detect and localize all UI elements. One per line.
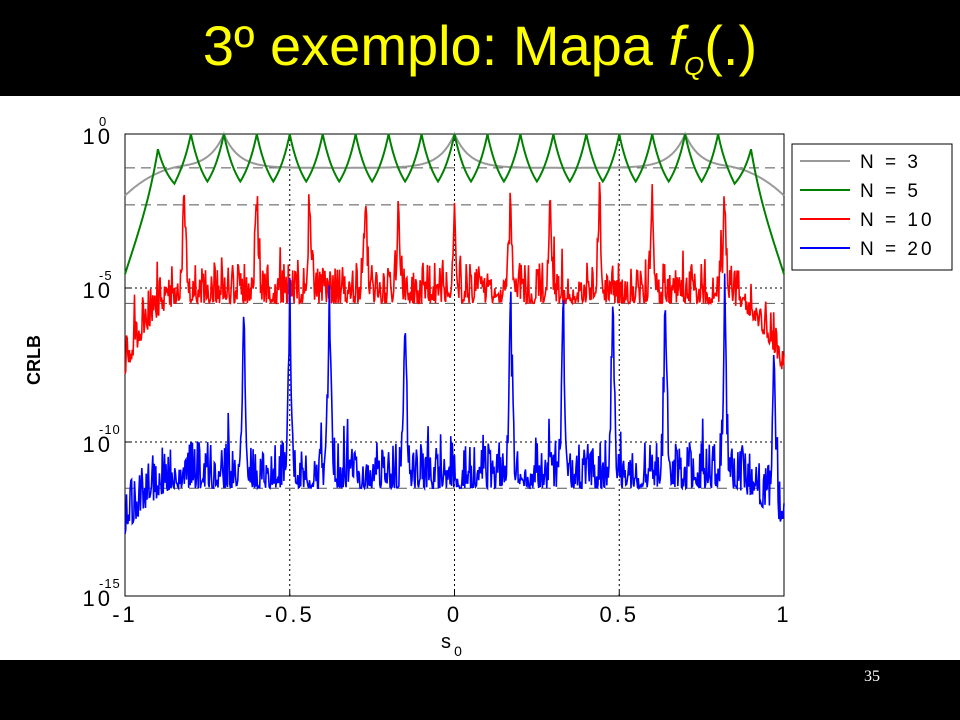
y-tick-label-power: 0 [99, 114, 107, 129]
y-tick-label-power: -10 [99, 422, 121, 437]
legend-label: N = 20 [860, 239, 935, 260]
y-tick-label-base: 10 [83, 586, 113, 611]
x-tick-label: 0.5 [599, 602, 639, 627]
slide-title: 3º exemplo: Mapa fQ(.) [0, 14, 960, 98]
title-function: f [668, 14, 685, 77]
x-tick-label: -1 [112, 602, 138, 627]
y-tick-label-base: 10 [83, 432, 113, 457]
y-tick-label-base: 10 [83, 278, 113, 303]
series-line-nnnn10 [124, 181, 785, 375]
slide-number: 35 [864, 668, 880, 685]
x-tick-label: 1 [776, 602, 791, 627]
x-tick-label: 0 [447, 602, 462, 627]
legend-label: N = 10 [860, 210, 935, 231]
x-axis-label-subscript: 0 [454, 643, 462, 659]
footer: 35 [0, 660, 960, 720]
title-subscript: Q [684, 51, 705, 81]
title-main: 3º exemplo: Mapa [202, 14, 669, 77]
y-axis-label: CRLB [24, 335, 44, 385]
x-tick-label: -0.5 [265, 602, 315, 627]
title-bar: 3º exemplo: Mapa fQ(.) [0, 0, 960, 96]
y-tick-label-power: -5 [99, 268, 113, 283]
series-line-nnnn20 [124, 273, 785, 534]
series-line-nnnn5 [124, 133, 785, 275]
title-tail: (.) [704, 14, 758, 77]
y-tick-label-base: 10 [83, 124, 113, 149]
x-axis-label: s [441, 631, 451, 653]
y-tick-label-power: -15 [99, 576, 121, 591]
legend-label: N = 5 [860, 181, 921, 202]
legend-label: N = 3 [860, 152, 921, 173]
